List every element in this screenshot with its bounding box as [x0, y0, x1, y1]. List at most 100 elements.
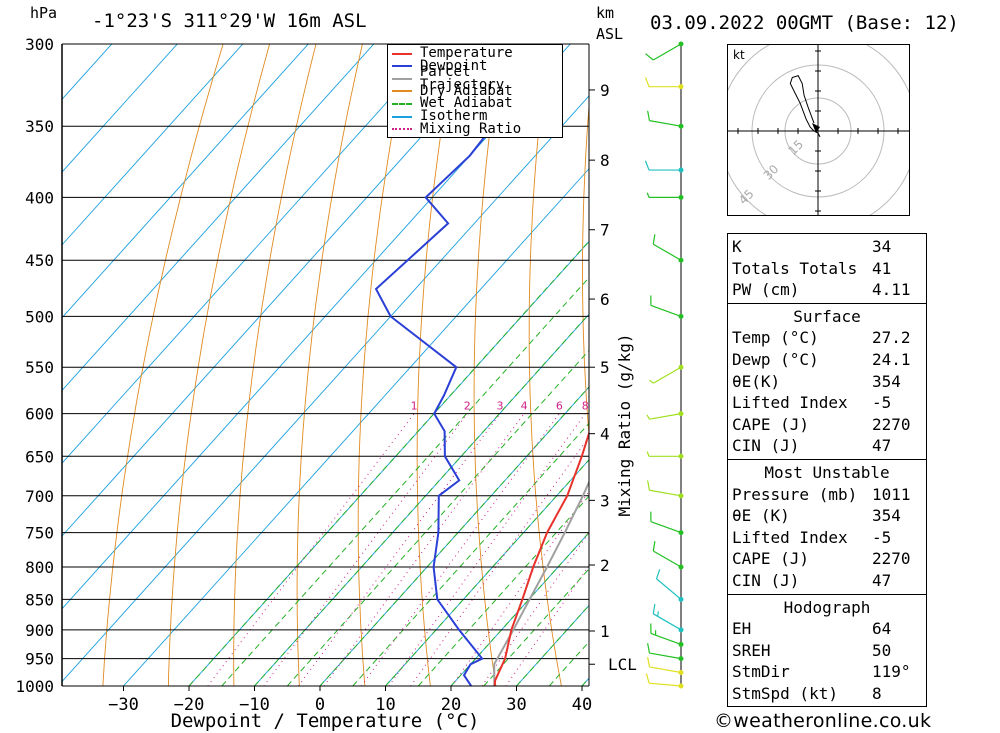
km-tick-label: 9	[600, 81, 610, 100]
stat-value: 41	[872, 258, 892, 278]
wind-barb-staff	[649, 413, 682, 420]
dry-adiabat-line	[634, 7, 699, 712]
mixing-ratio-line	[505, 564, 589, 686]
wind-barb-staff	[649, 682, 682, 687]
isotherm-line	[62, 44, 244, 246]
stat-label: K	[732, 237, 742, 256]
stat-row: StmDir 119°	[728, 661, 926, 683]
stat-value: 354	[872, 506, 901, 526]
indices-block: K 34 Totals Totals 41 PW (cm) 4.11	[728, 234, 926, 304]
pressure-tick-label: 500	[25, 307, 54, 326]
stat-row: Lifted Index -5	[728, 527, 926, 549]
stat-value: 354	[872, 371, 901, 391]
hodograph-storm-marker	[812, 123, 820, 133]
x-tick-label: −10	[239, 695, 270, 715]
legend-item: Parcel Trajectory	[392, 65, 562, 92]
copyright-link[interactable]: ©weatheronline.co.uk	[714, 710, 932, 732]
km-tick-label: 6	[600, 290, 610, 309]
stat-value: 8	[872, 683, 882, 703]
isotherm-line	[62, 95, 589, 683]
wind-barb-feather	[644, 77, 650, 87]
km-tick-label: 1	[600, 622, 610, 641]
wind-barb	[646, 411, 684, 420]
stat-row: Temp (°C) 27.2	[728, 327, 926, 349]
wind-barb-feather	[652, 603, 656, 614]
dry-adiabat-line	[917, 7, 1000, 712]
x-axis-title: Dewpoint / Temperature (°C)	[171, 710, 480, 732]
lcl-label: LCL	[608, 655, 637, 674]
wind-barb-feather	[644, 160, 650, 171]
pressure-tick-label: 400	[25, 188, 54, 207]
pressure-tick-label: 350	[25, 117, 54, 136]
x-tick-label: −20	[174, 695, 205, 715]
pressure-tick-label: 1000	[15, 677, 54, 696]
km-tick-label: 4	[600, 425, 610, 444]
wind-barb-feather	[652, 234, 656, 245]
isotherm-line	[122, 168, 589, 686]
km-tick-label: 5	[600, 358, 610, 377]
stat-value: -5	[872, 527, 892, 547]
wind-barb	[644, 77, 684, 90]
wind-barb-feather	[647, 480, 651, 491]
mixing-ratio-line	[481, 531, 589, 686]
wind-barb-feather	[647, 110, 651, 121]
legend-item: Dewpoint	[392, 59, 487, 73]
stat-label: CIN (J)	[732, 570, 800, 590]
wind-barb	[650, 511, 684, 536]
x-tick-label: 0	[315, 695, 325, 715]
stat-label: SREH	[732, 640, 771, 660]
stat-row: Totals Totals 41	[728, 258, 926, 280]
pressure-tick-label: 800	[25, 558, 54, 577]
legend-item: Dry Adiabat	[392, 84, 513, 98]
wind-barb-feather	[646, 192, 650, 198]
dry-adiabat-line	[473, 44, 503, 686]
mixing-ratio-label: 2	[464, 400, 471, 413]
mixing-ratio-line	[323, 413, 525, 686]
stability-indices-panel: K 34 Totals Totals 41 PW (cm) 4.11 Surface Te…	[727, 233, 927, 708]
hodograph-unit-label: kt	[733, 48, 745, 62]
surface-block: Surface Temp (°C) 27.2 Dewp (°C) 24.1 θE(K) 3…	[728, 304, 926, 460]
legend-label: Temperature	[420, 45, 513, 61]
stat-label: Temp (°C)	[732, 328, 819, 348]
pressure-tick-label: 650	[25, 447, 54, 466]
stat-row: K 34	[728, 236, 926, 258]
dry-adiabat-line	[582, 100, 589, 441]
dry-adiabat-line	[167, 44, 271, 686]
stat-row: CIN (J) 47	[728, 435, 926, 457]
wind-barb-feather	[646, 414, 651, 420]
legend-item: Wet Adiabat	[392, 96, 513, 110]
dry-adiabat-line	[528, 44, 562, 686]
stat-value: 50	[872, 640, 892, 660]
wind-barb-staff	[650, 632, 682, 645]
pressure-tick-label: 550	[25, 358, 54, 377]
isotherm-line	[62, 44, 113, 100]
stat-label: Lifted Index	[732, 393, 848, 413]
x-tick-label: −30	[108, 695, 139, 715]
wind-barb-staff	[649, 666, 682, 674]
x-tick-label: 20	[441, 695, 461, 715]
stat-row: Pressure (mb) 1011	[728, 484, 926, 506]
stat-value: 2270	[872, 414, 911, 434]
x-tick-label: 30	[506, 695, 526, 715]
station-location: -1°23'S 311°29'W 16m ASL	[92, 10, 367, 32]
hodograph-ring-label: 45	[736, 187, 757, 208]
pressure-tick-label: 300	[25, 35, 54, 54]
chart-legend: Temperature Dewpoint Parcel Trajectory Dry …	[387, 44, 563, 138]
wind-barb	[650, 295, 684, 319]
stat-value: 64	[872, 619, 892, 639]
dewpoint-trace	[374, 44, 558, 686]
legend-swatch	[392, 90, 412, 93]
stat-label: θE(K)	[732, 371, 781, 391]
wind-barb-dot	[678, 123, 684, 129]
stat-value: 24.1	[872, 349, 911, 369]
legend-item: Temperature	[392, 45, 513, 61]
wind-barb	[647, 480, 684, 499]
stat-value: 119°	[872, 662, 911, 682]
mixing-ratio-label: 10	[599, 400, 613, 413]
wind-barb-staff	[652, 550, 682, 568]
wind-barb	[647, 657, 684, 675]
forecast-datetime: 03.09.2022 00GMT (Base: 12)	[650, 12, 959, 34]
mixing-ratio-line	[410, 436, 589, 686]
stat-row: θE (K) 354	[728, 505, 926, 527]
